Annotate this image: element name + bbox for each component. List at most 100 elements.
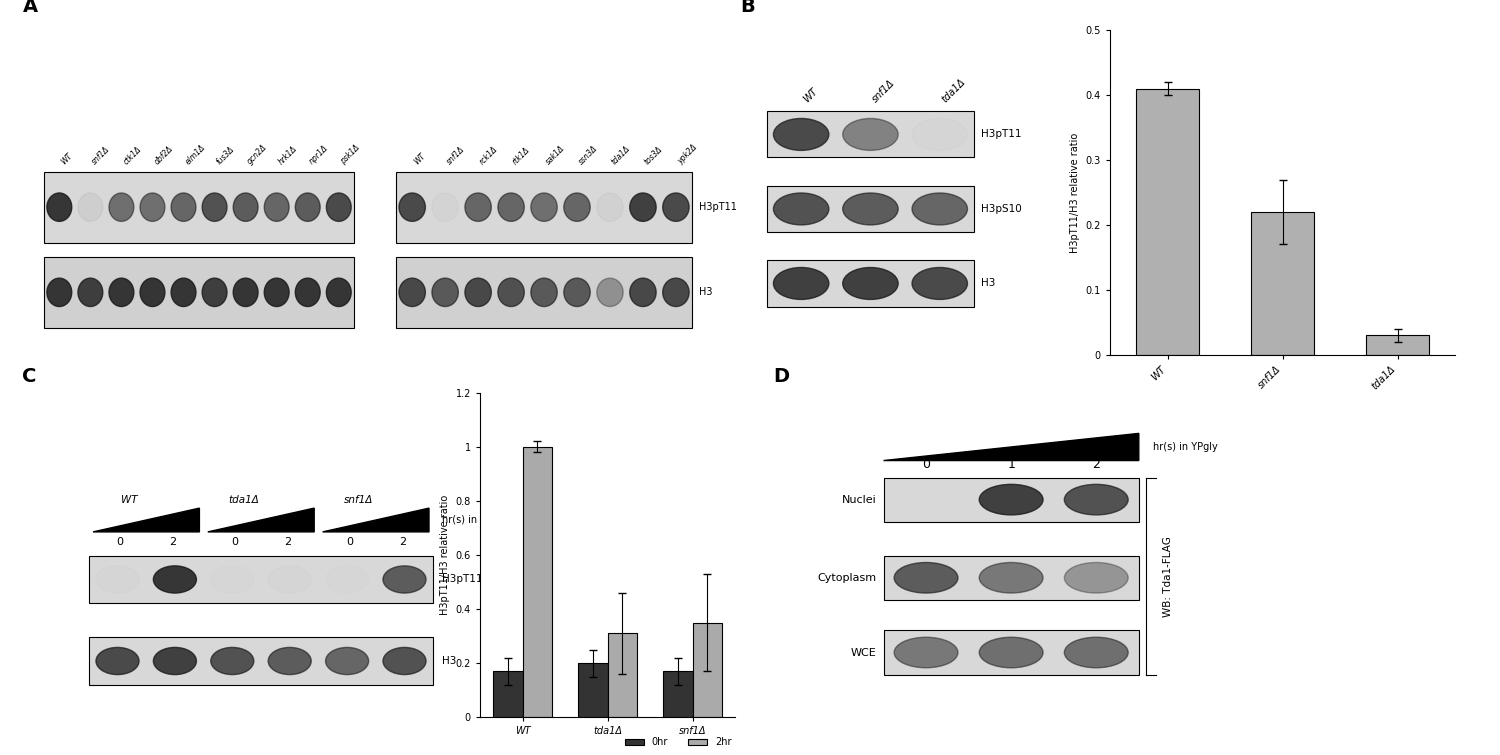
Polygon shape bbox=[209, 508, 314, 532]
Text: A: A bbox=[22, 0, 38, 16]
Text: WT: WT bbox=[801, 86, 819, 104]
Ellipse shape bbox=[663, 278, 688, 307]
Text: WT: WT bbox=[413, 152, 428, 166]
Text: C: C bbox=[21, 367, 36, 386]
Ellipse shape bbox=[232, 278, 258, 307]
Ellipse shape bbox=[327, 278, 351, 307]
Polygon shape bbox=[322, 508, 429, 532]
Ellipse shape bbox=[382, 647, 426, 675]
Ellipse shape bbox=[597, 193, 622, 221]
Ellipse shape bbox=[1065, 485, 1128, 515]
Text: rck1Δ: rck1Δ bbox=[478, 144, 500, 166]
Text: H3: H3 bbox=[981, 279, 996, 288]
Bar bbox=[693, 623, 723, 717]
Text: hr(s) in YPgly: hr(s) in YPgly bbox=[1152, 442, 1218, 452]
Ellipse shape bbox=[153, 566, 197, 593]
Polygon shape bbox=[93, 508, 200, 532]
Ellipse shape bbox=[268, 647, 310, 675]
Bar bbox=[88, 637, 434, 685]
Text: WT: WT bbox=[120, 495, 138, 504]
Ellipse shape bbox=[564, 193, 590, 221]
Text: 2: 2 bbox=[284, 538, 291, 547]
Text: B: B bbox=[740, 0, 754, 16]
Ellipse shape bbox=[171, 193, 196, 221]
Ellipse shape bbox=[382, 566, 426, 593]
Bar bbox=[396, 257, 693, 328]
Text: psk1Δ: psk1Δ bbox=[339, 143, 362, 166]
Bar bbox=[492, 671, 522, 717]
Bar bbox=[663, 671, 693, 717]
Ellipse shape bbox=[326, 566, 369, 593]
Ellipse shape bbox=[894, 637, 958, 667]
Ellipse shape bbox=[564, 278, 590, 307]
Text: tos3Δ: tos3Δ bbox=[644, 145, 664, 166]
Ellipse shape bbox=[96, 647, 140, 675]
Ellipse shape bbox=[264, 278, 290, 307]
Text: hr(s) in YPgly: hr(s) in YPgly bbox=[441, 515, 507, 525]
Ellipse shape bbox=[399, 278, 426, 307]
Text: dbf2Δ: dbf2Δ bbox=[153, 144, 174, 166]
Text: npr1Δ: npr1Δ bbox=[308, 143, 330, 166]
Ellipse shape bbox=[894, 562, 958, 593]
Text: H3pS10: H3pS10 bbox=[981, 204, 1022, 214]
Text: H3: H3 bbox=[699, 288, 712, 297]
Ellipse shape bbox=[1065, 562, 1128, 593]
Ellipse shape bbox=[211, 566, 254, 593]
Text: 0: 0 bbox=[922, 458, 930, 471]
Ellipse shape bbox=[531, 193, 556, 221]
Ellipse shape bbox=[774, 119, 830, 150]
Ellipse shape bbox=[980, 485, 1042, 515]
Ellipse shape bbox=[171, 278, 196, 307]
Bar bbox=[1136, 88, 1198, 355]
Text: tda1Δ: tda1Δ bbox=[610, 144, 633, 166]
Ellipse shape bbox=[78, 193, 104, 221]
Bar bbox=[88, 556, 434, 603]
Legend: 0hr, 2hr: 0hr, 2hr bbox=[621, 734, 735, 751]
Ellipse shape bbox=[296, 193, 320, 221]
Bar bbox=[44, 171, 354, 242]
Text: tda1Δ: tda1Δ bbox=[939, 77, 968, 104]
Ellipse shape bbox=[110, 193, 134, 221]
Ellipse shape bbox=[912, 193, 968, 225]
Ellipse shape bbox=[232, 193, 258, 221]
Ellipse shape bbox=[96, 566, 140, 593]
Bar bbox=[766, 186, 975, 232]
Ellipse shape bbox=[912, 267, 968, 300]
Bar bbox=[1366, 335, 1430, 355]
Ellipse shape bbox=[498, 193, 525, 221]
Bar bbox=[766, 260, 975, 307]
Bar bbox=[884, 477, 1138, 522]
Ellipse shape bbox=[432, 193, 459, 221]
Ellipse shape bbox=[843, 267, 898, 300]
Bar bbox=[396, 171, 693, 242]
Ellipse shape bbox=[597, 278, 622, 307]
Ellipse shape bbox=[327, 193, 351, 221]
Text: snf1Δ: snf1Δ bbox=[90, 145, 112, 166]
Bar bbox=[884, 556, 1138, 599]
Ellipse shape bbox=[894, 485, 958, 515]
Text: elm1Δ: elm1Δ bbox=[183, 143, 207, 166]
Text: 0: 0 bbox=[117, 538, 123, 547]
Text: fus3Δ: fus3Δ bbox=[214, 145, 236, 166]
Text: H3pT11: H3pT11 bbox=[441, 575, 482, 584]
Text: gcn2Δ: gcn2Δ bbox=[246, 143, 268, 166]
Ellipse shape bbox=[46, 193, 72, 221]
Bar bbox=[1251, 212, 1314, 355]
Text: ypk2Δ: ypk2Δ bbox=[676, 143, 699, 166]
Ellipse shape bbox=[663, 193, 688, 221]
Text: 2: 2 bbox=[1092, 458, 1100, 471]
Ellipse shape bbox=[843, 119, 898, 150]
Ellipse shape bbox=[774, 267, 830, 300]
Ellipse shape bbox=[110, 278, 134, 307]
Text: Cytoplasm: Cytoplasm bbox=[818, 573, 876, 583]
Ellipse shape bbox=[843, 193, 898, 225]
Ellipse shape bbox=[630, 278, 656, 307]
Text: 0: 0 bbox=[231, 538, 238, 547]
Bar bbox=[578, 663, 608, 717]
Text: 0: 0 bbox=[346, 538, 352, 547]
Ellipse shape bbox=[326, 647, 369, 675]
Ellipse shape bbox=[531, 278, 556, 307]
Text: H3pT11: H3pT11 bbox=[981, 129, 1022, 140]
Bar bbox=[608, 633, 638, 717]
Ellipse shape bbox=[78, 278, 104, 307]
